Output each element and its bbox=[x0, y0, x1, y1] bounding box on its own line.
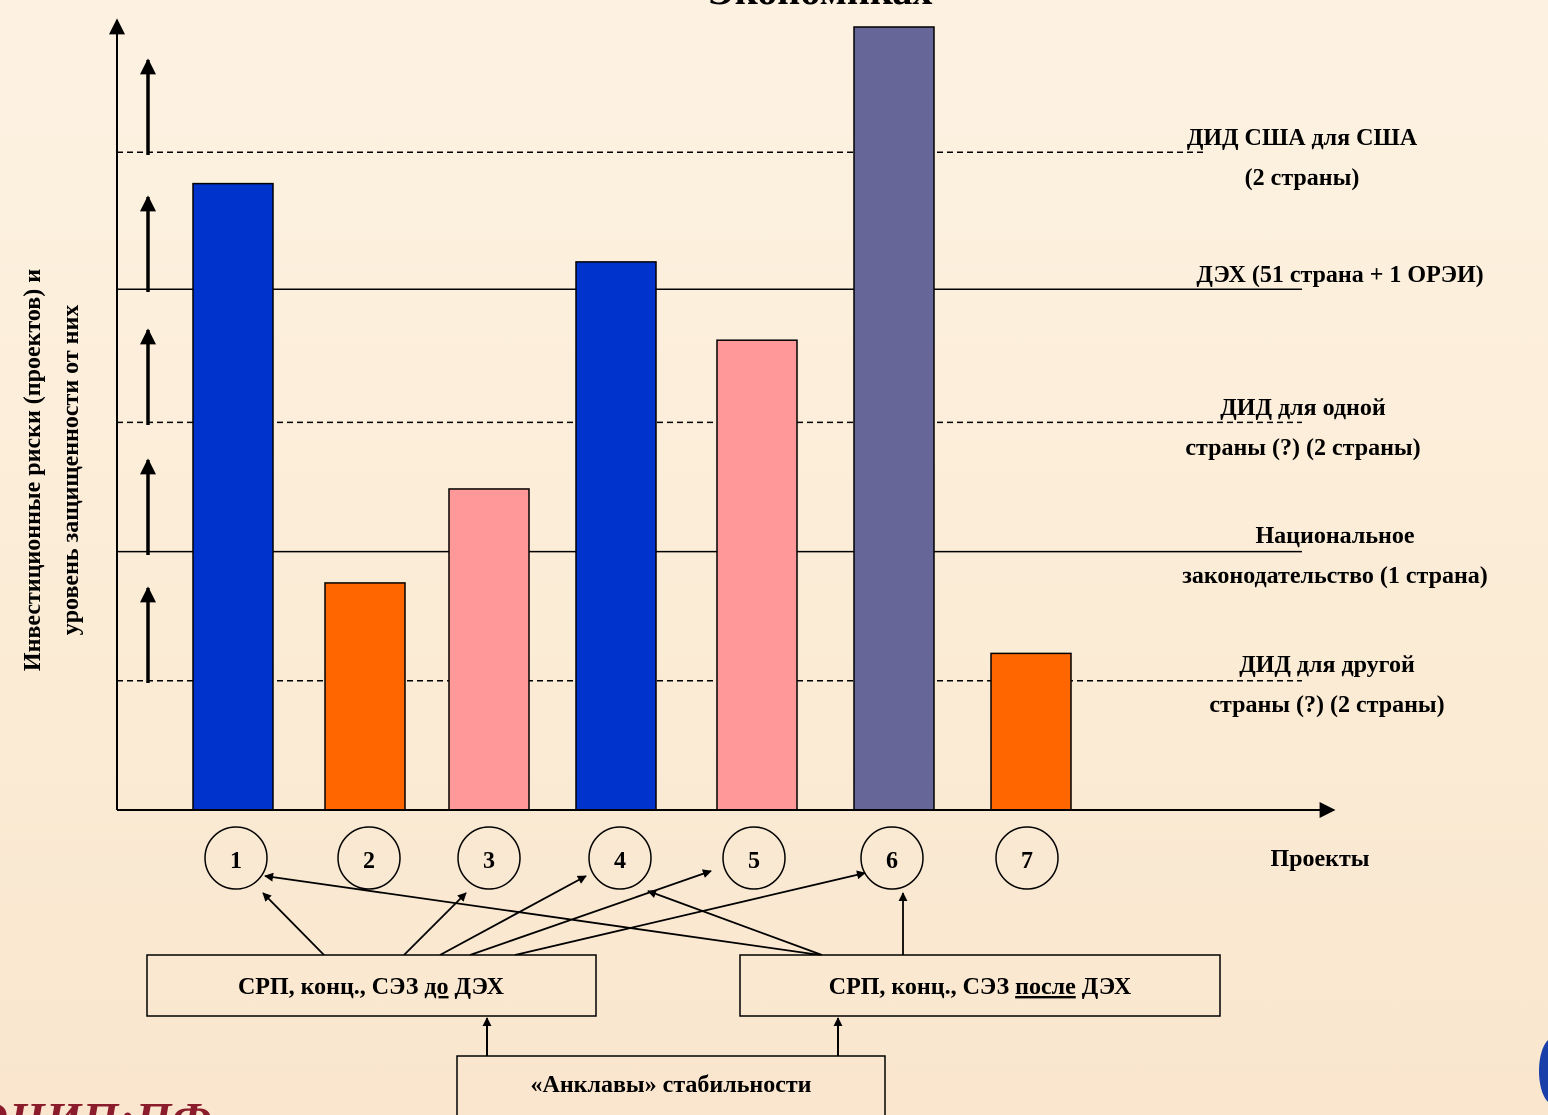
project-number-4: 4 bbox=[614, 848, 626, 874]
level-label-national-line2: законодательство (1 страна) bbox=[1182, 563, 1488, 589]
bar-project-2 bbox=[324, 582, 406, 811]
box-after-ect: СРП, конц., СЭЗ после ДЭХ bbox=[739, 954, 1221, 1017]
corner-logo-icon bbox=[1539, 1040, 1548, 1102]
x-axis-label: Проекты bbox=[1270, 846, 1369, 872]
project-number-5: 5 bbox=[748, 848, 760, 874]
box-after-ect-frame bbox=[739, 954, 1221, 1017]
bar-project-3 bbox=[448, 488, 530, 811]
level-label-did-one-line2: страны (?) (2 страны) bbox=[1185, 435, 1420, 461]
connector-arrows bbox=[262, 869, 908, 956]
project-circle-3 bbox=[457, 826, 521, 890]
level-label-ect-line1: ДЭХ (51 страна + 1 ОРЭИ) bbox=[1196, 262, 1483, 288]
level-label-did-usa-line2: (2 страны) bbox=[1245, 165, 1360, 191]
level-label-national-line1: Национальное bbox=[1256, 523, 1415, 549]
y-axis-label-line2: уровень защищенности от них bbox=[58, 305, 84, 636]
project-circle-4 bbox=[588, 826, 652, 890]
box-enclaves-text: «Анклавы» стабильности bbox=[531, 1072, 812, 1098]
levels-group: ДИД для другой страны (?) (2 страны) Нацио… bbox=[117, 125, 1488, 718]
bar-project-4 bbox=[575, 261, 657, 811]
level-label-did-one-line1: ДИД для одной bbox=[1220, 395, 1386, 421]
arrow-before-to-project-5 bbox=[469, 869, 712, 956]
box-before-ect-text: СРП, конц., СЭЗ до ДЭХ bbox=[238, 974, 505, 1000]
project-circle-7 bbox=[995, 826, 1059, 890]
level-label-did-other-line1: ДИД для другой bbox=[1239, 652, 1415, 678]
project-circle-6 bbox=[860, 826, 924, 890]
project-number-1: 1 bbox=[230, 848, 242, 874]
y-axis-label: Инвестиционные риски (проектов) и уровен… bbox=[20, 269, 84, 671]
brand-logo-text: ЭНИП:ПФ bbox=[0, 1093, 212, 1115]
bar-project-7 bbox=[990, 652, 1072, 811]
bar-project-6 bbox=[853, 26, 935, 811]
project-circle-5 bbox=[722, 826, 786, 890]
project-number-3: 3 bbox=[483, 848, 495, 874]
diagram-title: Экономиках bbox=[708, 0, 933, 13]
arrow-after-to-project-4 bbox=[647, 889, 823, 956]
box-before-ect: СРП, конц., СЭЗ до ДЭХ bbox=[146, 954, 597, 1017]
arrow-before-to-project-1 bbox=[262, 892, 325, 956]
bar-project-5 bbox=[716, 339, 798, 811]
bar-project-1 bbox=[192, 182, 274, 811]
bars-group bbox=[192, 26, 1072, 811]
box-enclaves-frame bbox=[456, 1055, 886, 1115]
box-before-ect-frame bbox=[146, 954, 597, 1017]
box-after-ect-text: СРП, конц., СЭЗ после ДЭХ bbox=[829, 974, 1132, 1000]
project-markers: 1 2 3 4 5 6 7 bbox=[204, 826, 1059, 890]
level-label-did-other-line2: страны (?) (2 страны) bbox=[1209, 692, 1444, 718]
arrow-after-to-project-1 bbox=[264, 872, 821, 956]
project-number-2: 2 bbox=[363, 848, 375, 874]
y-axis-label-line1: Инвестиционные риски (проектов) и bbox=[20, 269, 46, 671]
project-number-7: 7 bbox=[1021, 848, 1033, 874]
project-circle-1 bbox=[204, 826, 268, 890]
project-circle-2 bbox=[337, 826, 401, 890]
arrow-before-to-project-6 bbox=[514, 870, 866, 956]
box-enclaves: «Анклавы» стабильности bbox=[456, 1055, 886, 1115]
level-label-did-usa-line1: ДИД США для США bbox=[1187, 125, 1418, 151]
project-number-6: 6 bbox=[886, 848, 898, 874]
arrow-before-to-project-4 bbox=[439, 875, 587, 956]
